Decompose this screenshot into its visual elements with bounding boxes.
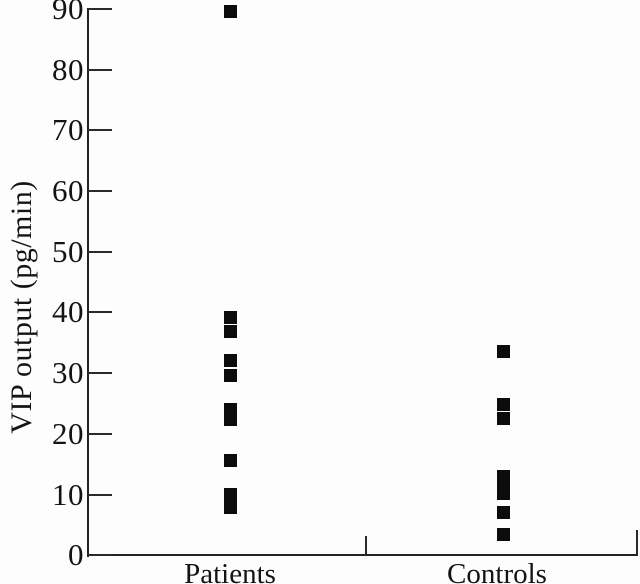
y-axis-line — [87, 8, 89, 557]
data-point-marker — [223, 454, 237, 468]
y-tick-mark — [88, 129, 112, 132]
y-tick-mark — [88, 250, 112, 253]
y-tick-label: 10 — [52, 476, 84, 512]
y-tick-label: 50 — [52, 233, 84, 269]
y-tick-mark — [88, 432, 112, 435]
y-tick-mark — [88, 7, 112, 10]
data-point-marker — [223, 500, 237, 514]
y-tick-mark — [88, 554, 112, 557]
y-tick-label: 70 — [52, 112, 84, 148]
data-point-marker — [223, 412, 237, 426]
data-point-marker — [223, 354, 237, 368]
x-category-label: Controls — [447, 558, 547, 584]
y-tick-label: 20 — [52, 415, 84, 451]
data-point-marker — [223, 325, 237, 339]
y-tick-label: 80 — [52, 51, 84, 87]
data-point-marker — [223, 369, 237, 383]
data-point-marker — [496, 506, 510, 520]
data-point-marker — [496, 487, 510, 501]
data-point-marker — [496, 344, 510, 358]
y-tick-label: 90 — [52, 0, 84, 26]
y-tick-label: 60 — [52, 172, 84, 208]
y-tick-mark — [88, 311, 112, 314]
x-tick-mark — [365, 536, 367, 555]
y-tick-mark — [88, 189, 112, 192]
y-tick-mark — [88, 372, 112, 375]
x-category-label: Patients — [184, 558, 276, 584]
y-tick-label: 0 — [68, 537, 84, 573]
y-tick-mark — [88, 68, 112, 71]
data-point-marker — [496, 397, 510, 411]
y-tick-label: 30 — [52, 355, 84, 391]
data-point-marker — [496, 412, 510, 426]
data-point-marker — [223, 5, 237, 19]
x-tick-mark — [636, 530, 638, 555]
data-point-marker — [223, 310, 237, 324]
data-point-marker — [496, 527, 510, 541]
x-axis-line — [87, 554, 638, 556]
y-tick-label: 40 — [52, 294, 84, 330]
data-point-marker — [223, 488, 237, 502]
y-tick-mark — [88, 493, 112, 496]
